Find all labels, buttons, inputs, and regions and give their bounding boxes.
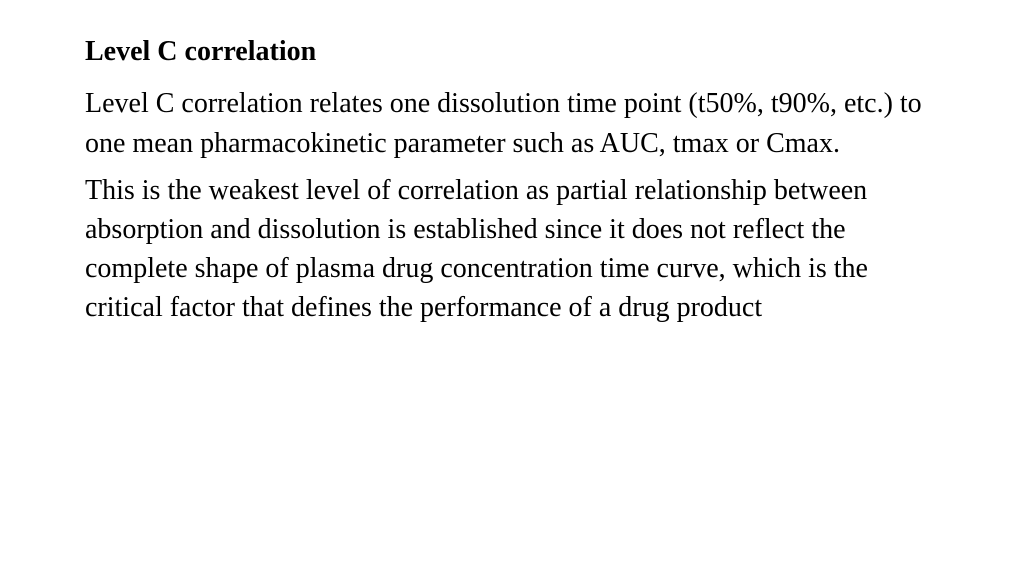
section-heading: Level C correlation	[85, 34, 940, 70]
document-content: Level C correlation Level C correlation …	[85, 34, 940, 328]
paragraph-2: This is the weakest level of correlation…	[85, 171, 940, 328]
paragraph-1: Level C correlation relates one dissolut…	[85, 84, 940, 162]
